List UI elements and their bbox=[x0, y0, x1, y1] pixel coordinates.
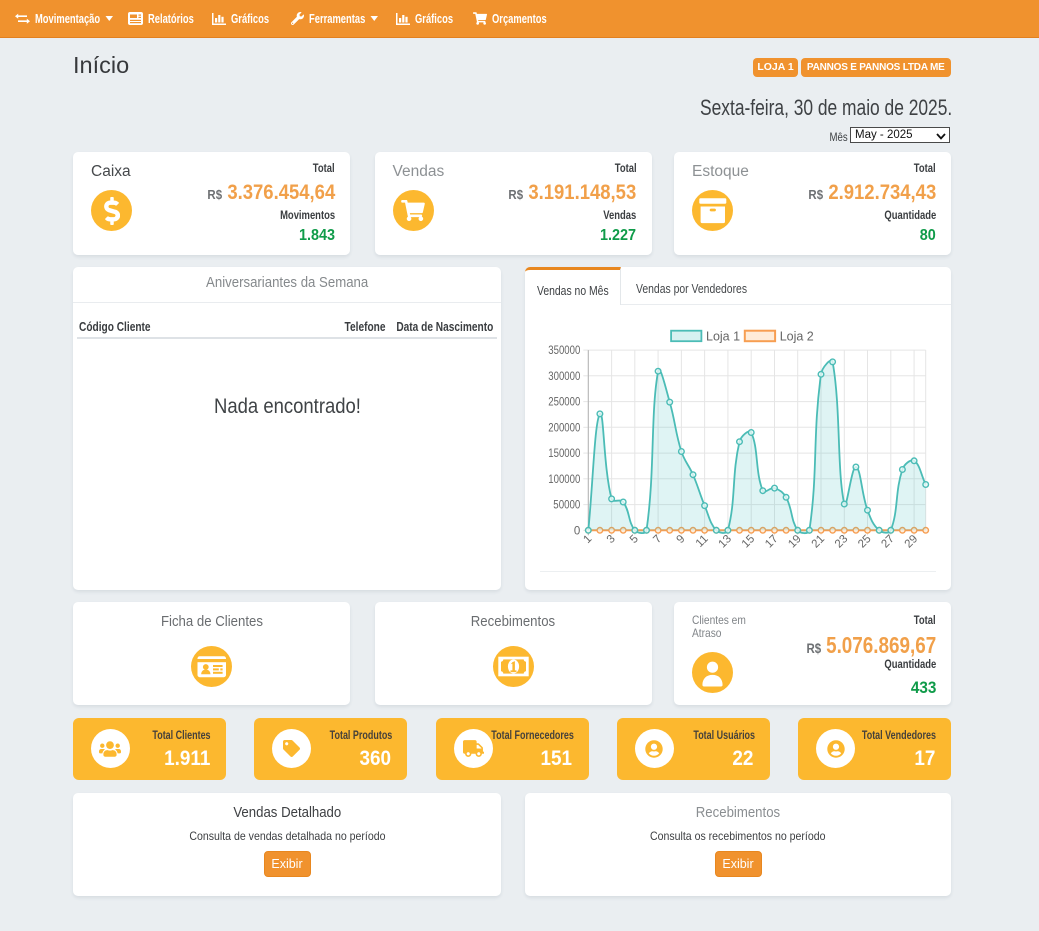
svg-text:21: 21 bbox=[810, 533, 828, 551]
svg-text:300000: 300000 bbox=[548, 371, 580, 383]
svg-text:23: 23 bbox=[833, 533, 851, 551]
svg-text:27: 27 bbox=[879, 533, 897, 551]
svg-text:29: 29 bbox=[903, 533, 921, 551]
svg-text:Loja 1: Loja 1 bbox=[706, 330, 740, 344]
svg-text:50000: 50000 bbox=[553, 500, 580, 512]
svg-text:11: 11 bbox=[694, 533, 711, 550]
svg-text:15: 15 bbox=[740, 533, 758, 551]
svg-text:19: 19 bbox=[786, 533, 804, 551]
svg-text:25: 25 bbox=[856, 533, 874, 551]
svg-text:Loja 2: Loja 2 bbox=[780, 330, 814, 344]
svg-text:200000: 200000 bbox=[548, 422, 580, 434]
svg-text:250000: 250000 bbox=[548, 397, 580, 409]
svg-text:150000: 150000 bbox=[548, 448, 580, 460]
svg-text:100000: 100000 bbox=[548, 474, 580, 486]
svg-text:350000: 350000 bbox=[548, 345, 580, 357]
svg-text:17: 17 bbox=[763, 533, 781, 551]
svg-text:13: 13 bbox=[716, 533, 734, 551]
svg-text:0: 0 bbox=[574, 525, 580, 537]
